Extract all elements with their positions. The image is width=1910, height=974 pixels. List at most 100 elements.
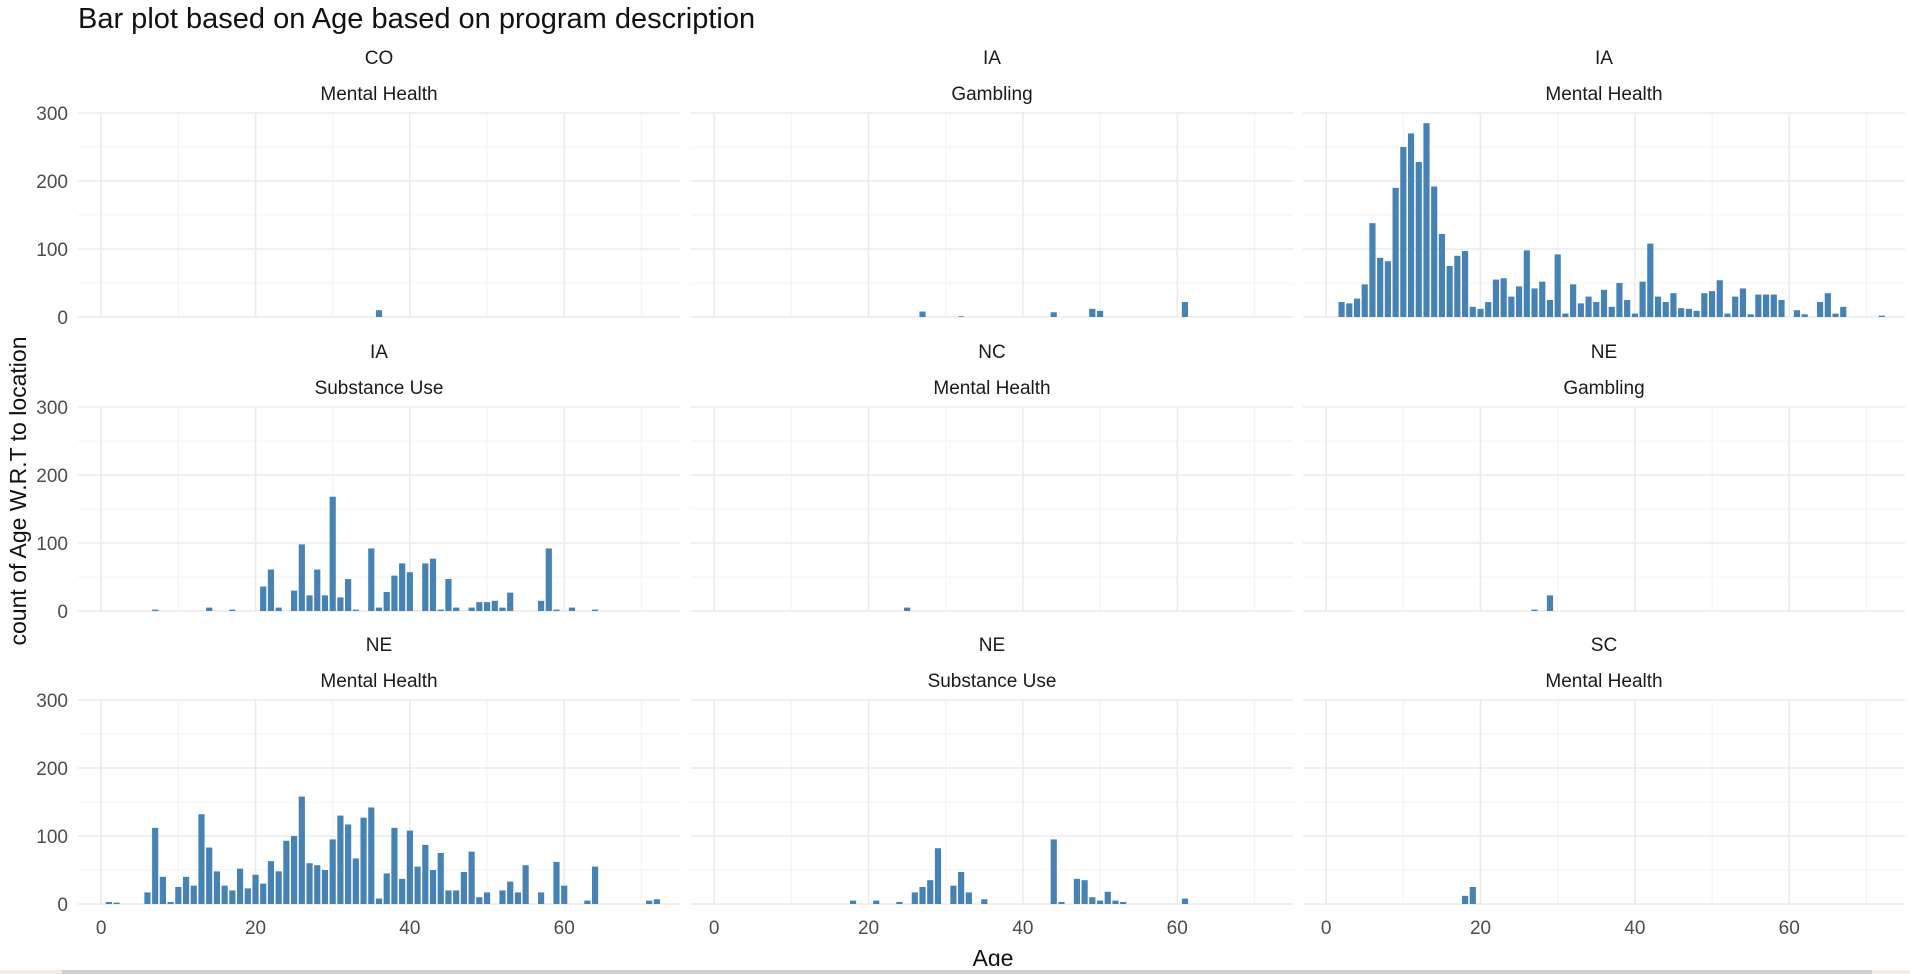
bar xyxy=(849,900,857,904)
bar xyxy=(167,901,174,904)
bar xyxy=(352,858,359,904)
bar xyxy=(236,868,244,904)
bar xyxy=(291,590,298,611)
bar xyxy=(445,890,452,904)
bar xyxy=(1662,302,1669,317)
horizontal-scrollbar-thumb[interactable] xyxy=(62,970,1872,974)
bar xyxy=(453,607,460,611)
bar xyxy=(337,597,344,611)
bar xyxy=(1546,300,1554,317)
bar xyxy=(1600,289,1608,317)
facet-location-label: IA xyxy=(370,342,388,363)
bar xyxy=(244,888,251,904)
bar xyxy=(499,607,506,611)
x-tick-label: 40 xyxy=(1012,918,1033,939)
bar xyxy=(368,807,375,904)
bar xyxy=(206,847,213,904)
bar xyxy=(545,548,552,611)
bar xyxy=(1647,243,1654,317)
bar xyxy=(1089,308,1096,317)
bar xyxy=(1104,891,1111,904)
bar xyxy=(919,887,926,904)
bar xyxy=(445,579,452,611)
bar xyxy=(1120,901,1127,904)
bar xyxy=(553,609,560,611)
bar xyxy=(1338,302,1345,317)
bar xyxy=(1096,900,1104,904)
bar xyxy=(260,586,267,611)
bar xyxy=(275,871,282,904)
y-axis-title: count of Age W.R.T to location xyxy=(5,337,31,646)
facet-panel: SC Mental Health 0 20 40 60 xyxy=(1303,635,1905,939)
bar xyxy=(1181,898,1189,904)
bar xyxy=(1500,278,1507,317)
bar xyxy=(476,897,483,904)
x-tick-label: 60 xyxy=(1779,918,1800,939)
bar xyxy=(1531,288,1538,317)
bar xyxy=(113,902,120,904)
facet-location-label: IA xyxy=(1595,48,1613,69)
bar xyxy=(483,602,491,611)
bar xyxy=(1089,897,1096,904)
y-tick-label: 300 xyxy=(36,691,68,712)
bar xyxy=(950,885,957,904)
facet-program-label: Mental Health xyxy=(933,378,1050,399)
bar xyxy=(152,827,159,904)
bar xyxy=(1523,250,1530,317)
bar xyxy=(298,544,305,611)
bar xyxy=(1081,880,1088,904)
chart-title: Bar plot based on Age based on program d… xyxy=(78,3,755,35)
bar xyxy=(383,591,390,611)
bar xyxy=(1832,313,1839,317)
bar xyxy=(206,607,213,611)
bar xyxy=(1073,878,1080,904)
bar xyxy=(1778,300,1785,317)
bar xyxy=(1539,281,1546,317)
bar xyxy=(934,848,942,904)
facet-panel: NE Gambling xyxy=(1303,342,1905,612)
bar xyxy=(1708,291,1716,317)
bar xyxy=(429,870,437,904)
bar xyxy=(1577,303,1584,317)
bar xyxy=(1654,296,1662,317)
bar xyxy=(1546,595,1554,611)
x-tick-label: 0 xyxy=(1321,918,1332,939)
bar xyxy=(391,575,398,611)
bar xyxy=(1801,314,1808,317)
bar xyxy=(306,595,313,611)
bar xyxy=(1454,255,1461,317)
bar xyxy=(919,311,926,317)
bar xyxy=(291,836,298,904)
bar xyxy=(337,815,344,904)
bar xyxy=(314,865,321,904)
bar xyxy=(1732,296,1739,317)
bar xyxy=(1384,261,1391,317)
bar xyxy=(1112,900,1119,904)
bar xyxy=(514,892,522,904)
bar xyxy=(592,609,599,611)
bar xyxy=(1050,312,1057,317)
bar xyxy=(399,563,406,611)
bar xyxy=(1446,266,1453,317)
facet-program-label: Substance Use xyxy=(928,671,1057,692)
bar xyxy=(1415,161,1422,317)
bar xyxy=(1361,284,1368,317)
bar xyxy=(429,558,437,611)
bar xyxy=(1461,895,1469,904)
bar xyxy=(1369,223,1376,317)
bar xyxy=(1377,257,1384,317)
y-tick-label: 0 xyxy=(57,602,68,623)
y-tick-label: 200 xyxy=(36,466,68,487)
facet-location-label: NE xyxy=(1591,342,1617,363)
bar xyxy=(476,602,483,611)
bar xyxy=(198,814,205,904)
facet-location-label: NE xyxy=(979,635,1005,656)
bar xyxy=(1639,281,1646,317)
bar xyxy=(283,840,290,904)
facet-program-label: Mental Health xyxy=(1545,84,1662,105)
bar xyxy=(1431,186,1438,317)
bar xyxy=(1824,293,1831,317)
bar xyxy=(1685,308,1692,317)
bar xyxy=(1770,294,1777,317)
